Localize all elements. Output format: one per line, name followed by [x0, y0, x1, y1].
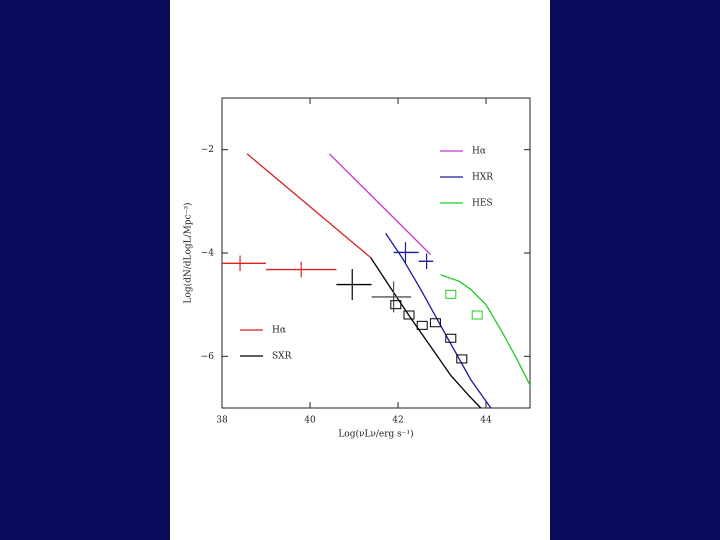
series-line	[370, 257, 482, 409]
upper-limit-box	[390, 300, 402, 310]
upper-limit-box	[445, 333, 457, 343]
legend-label: HES	[472, 199, 493, 209]
y-axis-label: Log(dN/dLogL/Mpc⁻³)	[183, 202, 194, 303]
x-tick-label: 44	[480, 416, 492, 426]
upper-limit-box	[471, 310, 483, 320]
legend-label: SXR	[272, 352, 292, 362]
legend-label: Hα	[472, 147, 486, 157]
y-tick-label: −4	[201, 249, 215, 259]
upper-limit-box	[456, 354, 468, 364]
legend-label: Hα	[272, 326, 286, 336]
series-line	[385, 233, 492, 409]
upper-limit-box	[416, 320, 428, 330]
upper-limit-box	[429, 318, 441, 328]
x-axis-label: Log(νLν/erg s⁻¹)	[338, 429, 413, 440]
series-line	[328, 153, 432, 256]
y-tick-label: −6	[201, 352, 215, 362]
x-tick-label: 40	[304, 416, 316, 426]
upper-limit-box	[403, 310, 415, 320]
x-tick-label: 38	[216, 416, 228, 426]
x-tick-label: 42	[392, 416, 403, 426]
figure-panel	[170, 0, 550, 540]
series-line	[440, 274, 531, 386]
upper-limit-box	[445, 289, 457, 299]
series-line	[246, 153, 372, 259]
legend-label: HXR	[472, 173, 493, 183]
y-tick-label: −2	[201, 145, 214, 155]
plot-frame	[221, 97, 531, 409]
